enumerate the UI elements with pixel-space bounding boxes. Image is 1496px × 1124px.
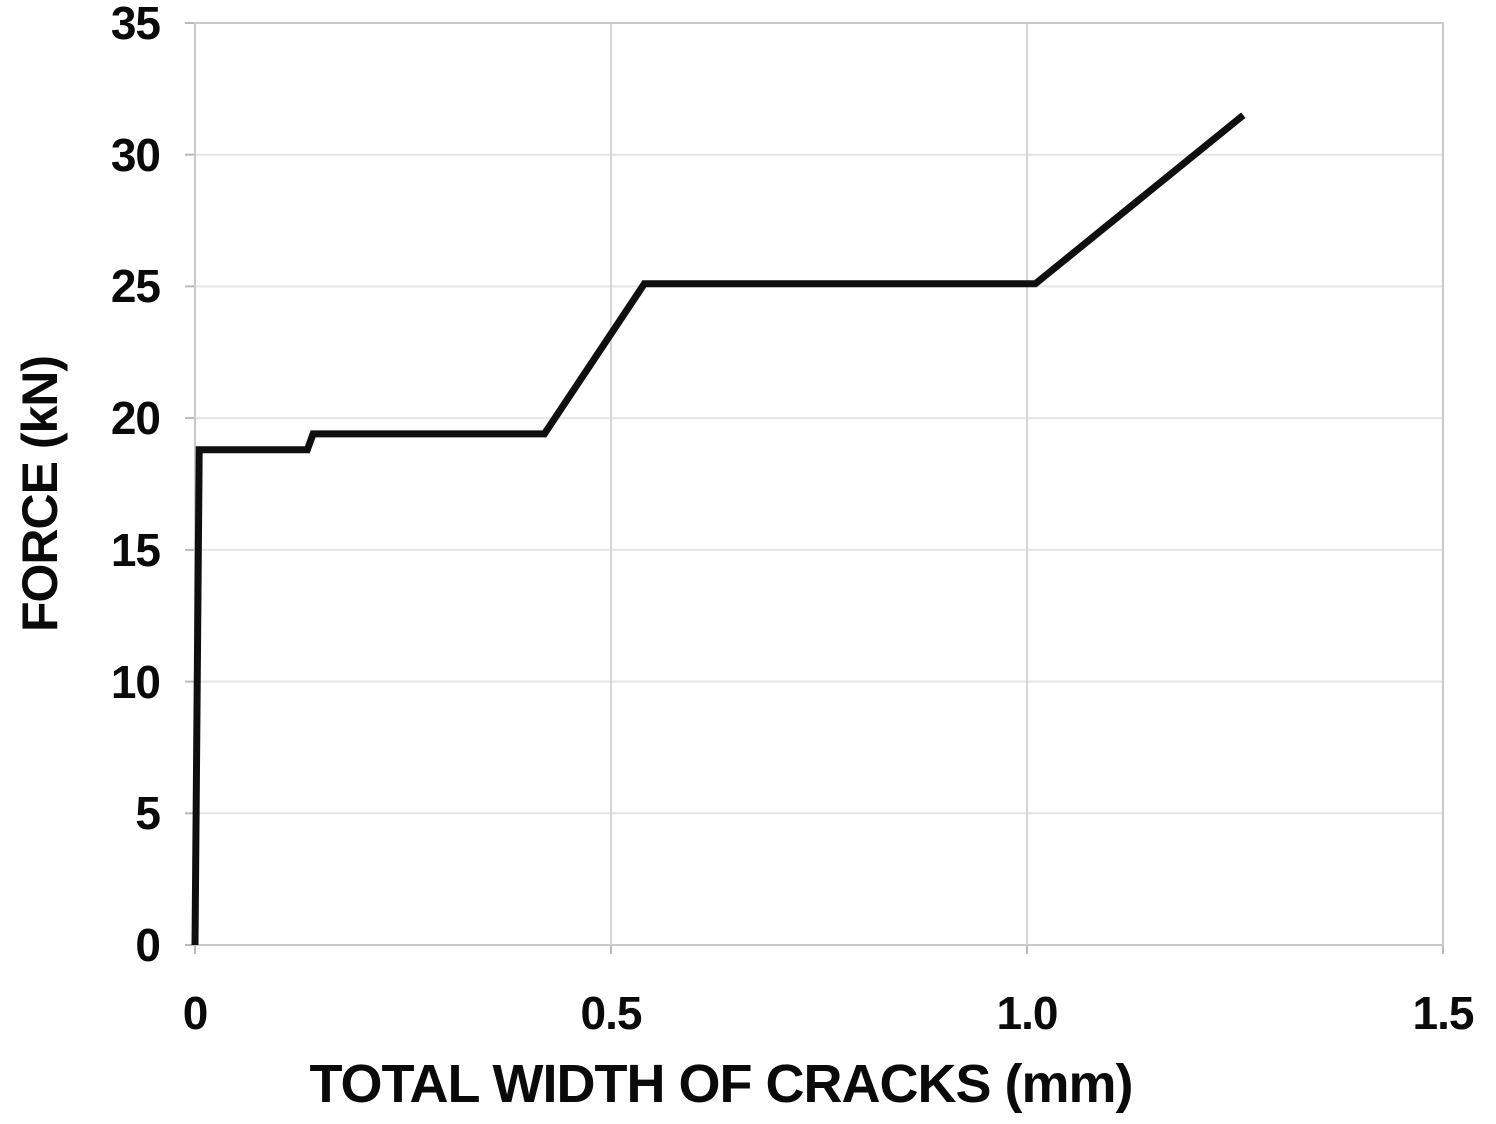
x-tick-label: 0 [182,987,209,1039]
y-tick-label: 5 [135,787,161,840]
x-tick-label: 1.5 [1412,987,1475,1039]
y-tick-label: 20 [110,392,161,445]
y-axis-title: FORCE (kN) [12,355,68,633]
y-tick-label: 15 [110,523,161,576]
plot-border [194,22,1444,946]
series-line [191,112,1246,946]
x-axis-title: TOTAL WIDTH OF CRACKS (mm) [309,1054,1134,1114]
x-tick-label: 1.0 [996,987,1059,1039]
y-tick-label: 30 [110,128,161,181]
x-tick-label: 0.5 [580,987,643,1039]
y-tick-label: 10 [110,655,161,708]
y-tick-label: 35 [110,0,161,49]
y-tick-label: 0 [135,919,161,971]
y-tick-label: 25 [110,260,161,313]
